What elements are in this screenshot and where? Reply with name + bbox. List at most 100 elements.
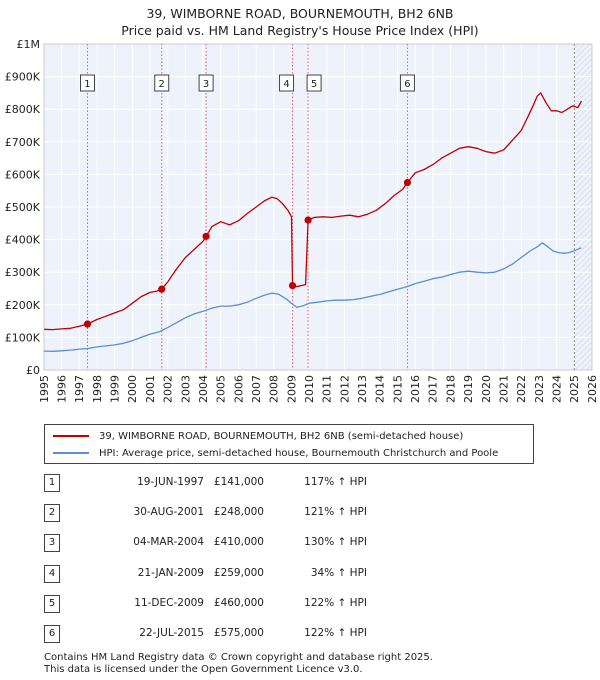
sale-price: £141,000: [213, 476, 264, 488]
y-tick-label: £400K: [5, 234, 41, 247]
sale-hpi-change: 122% ↑ HPI: [304, 627, 367, 639]
y-tick-label: £900K: [5, 71, 41, 84]
footer-line-copyright: Contains HM Land Registry data © Crown c…: [44, 652, 433, 663]
sale-label-box-4: 4: [279, 74, 295, 92]
x-tick-label: 2003: [179, 375, 192, 403]
x-tick-label: 2001: [144, 375, 157, 403]
sale-point-3: [202, 232, 210, 240]
y-tick-label: £700K: [5, 136, 41, 149]
x-tick-label: 2004: [197, 375, 210, 403]
sale-point-2: [158, 285, 166, 293]
sale-date: 22-JUL-2015: [139, 627, 204, 639]
sale-label-box-1: 1: [79, 74, 95, 92]
x-tick-label: 2025: [568, 375, 581, 403]
y-tick-label: £1M: [17, 38, 41, 51]
x-tick-label: 2017: [427, 375, 440, 403]
x-tick-label: 2018: [444, 375, 457, 403]
sale-date: 11-DEC-2009: [134, 597, 204, 609]
sale-number-badge: 3: [44, 534, 60, 552]
x-tick-label: 2002: [162, 375, 175, 403]
legend-swatch-hpi: [53, 452, 89, 454]
table-row: 6 22-JUL-2015 £575,000 122% ↑ HPI: [44, 625, 464, 643]
chart-legend: 39, WIMBORNE ROAD, BOURNEMOUTH, BH2 6NB …: [44, 424, 534, 464]
sale-number-badge: 1: [44, 474, 60, 492]
legend-item-hpi: HPI: Average price, semi-detached house,…: [53, 445, 498, 461]
sale-price: £575,000: [213, 627, 264, 639]
sale-date: 19-JUN-1997: [137, 476, 204, 488]
chart-subtitle: Price paid vs. HM Land Registry's House …: [121, 23, 479, 38]
x-tick-label: 2010: [303, 375, 316, 403]
svg-text:1: 1: [84, 79, 90, 90]
sale-price: £248,000: [213, 506, 264, 518]
x-tick-label: 2013: [356, 375, 369, 403]
footer-line-licence: This data is licensed under the Open Gov…: [44, 664, 363, 675]
x-tick-label: 2014: [374, 375, 387, 403]
x-tick-label: 2006: [232, 375, 245, 403]
sale-hpi-change: 130% ↑ HPI: [304, 536, 367, 548]
sale-date: 04-MAR-2004: [133, 536, 204, 548]
table-row: 1 19-JUN-1997 £141,000 117% ↑ HPI: [44, 474, 464, 492]
sale-price: £460,000: [213, 597, 264, 609]
x-tick-label: 2000: [126, 375, 139, 403]
legend-label-property: 39, WIMBORNE ROAD, BOURNEMOUTH, BH2 6NB …: [99, 430, 464, 442]
sale-point-6: [403, 178, 412, 187]
svg-text:3: 3: [203, 79, 209, 90]
footer-attribution: Contains HM Land Registry data © Crown c…: [44, 652, 433, 676]
sale-point-1: [83, 320, 92, 328]
x-tick-label: 2022: [515, 375, 528, 403]
x-tick-label: 2008: [268, 375, 281, 403]
x-tick-label: 2023: [533, 375, 546, 403]
x-tick-label: 2021: [497, 375, 510, 403]
y-tick-label: £0: [26, 364, 40, 377]
svg-text:2: 2: [159, 79, 165, 90]
legend-item-property: 39, WIMBORNE ROAD, BOURNEMOUTH, BH2 6NB …: [53, 428, 463, 444]
y-tick-label: £100K: [5, 331, 41, 344]
legend-label-hpi: HPI: Average price, semi-detached house,…: [99, 447, 499, 459]
x-tick-label: 2016: [409, 375, 422, 403]
x-tick-label: 2007: [250, 375, 263, 403]
table-row: 2 30-AUG-2001 £248,000 121% ↑ HPI: [44, 504, 464, 522]
sale-hpi-change: 121% ↑ HPI: [304, 506, 367, 518]
y-tick-label: £200K: [5, 299, 41, 312]
sale-price: £259,000: [213, 567, 264, 579]
sale-label-box-6: 6: [399, 74, 415, 92]
sale-hpi-change: 34% ↑ HPI: [310, 567, 367, 579]
x-tick-label: 1998: [91, 375, 104, 403]
sale-point-4: [288, 281, 297, 290]
x-tick-label: 2024: [550, 375, 563, 403]
sale-hpi-change: 117% ↑ HPI: [304, 476, 367, 488]
line-chart: £0 £100K £200K £300K £400K £500K £600K £700K £80…: [5, 38, 599, 403]
sale-label-box-2: 2: [154, 74, 170, 92]
sale-label-box-5: 5: [306, 74, 322, 92]
svg-text:5: 5: [311, 79, 317, 90]
x-tick-label: 2019: [462, 375, 475, 403]
sale-number-badge: 2: [44, 504, 60, 522]
x-tick-label: 2005: [215, 375, 228, 403]
sale-price: £410,000: [213, 536, 264, 548]
x-tick-label: 1997: [73, 375, 86, 403]
sale-point-5: [304, 216, 312, 224]
sale-date: 21-JAN-2009: [137, 567, 204, 579]
svg-text:4: 4: [283, 79, 289, 90]
x-tick-label: 2009: [285, 375, 298, 403]
y-tick-label: £800K: [5, 103, 41, 116]
sale-hpi-change: 122% ↑ HPI: [304, 597, 367, 609]
table-row: 4 21-JAN-2009 £259,000 34% ↑ HPI: [44, 565, 464, 583]
x-tick-label: 1996: [56, 375, 69, 403]
legend-swatch-property: [53, 435, 89, 437]
sale-date: 30-AUG-2001: [133, 506, 204, 518]
x-tick-label: 2026: [586, 375, 599, 403]
hpi-line: [43, 242, 582, 352]
sale-number-badge: 6: [44, 625, 60, 643]
x-tick-label: 1999: [109, 375, 122, 403]
y-tick-label: £600K: [5, 168, 41, 181]
x-tick-label: 2015: [391, 375, 404, 403]
x-tick-label: 2012: [338, 375, 351, 403]
y-tick-label: £500K: [5, 201, 41, 214]
table-row: 5 11-DEC-2009 £460,000 122% ↑ HPI: [44, 595, 464, 613]
plot-border: [43, 43, 593, 371]
svg-text:6: 6: [404, 79, 410, 90]
sale-number-badge: 5: [44, 595, 60, 613]
chart-title: 39, WIMBORNE ROAD, BOURNEMOUTH, BH2 6NB: [146, 6, 454, 21]
y-tick-label: £300K: [5, 266, 41, 279]
